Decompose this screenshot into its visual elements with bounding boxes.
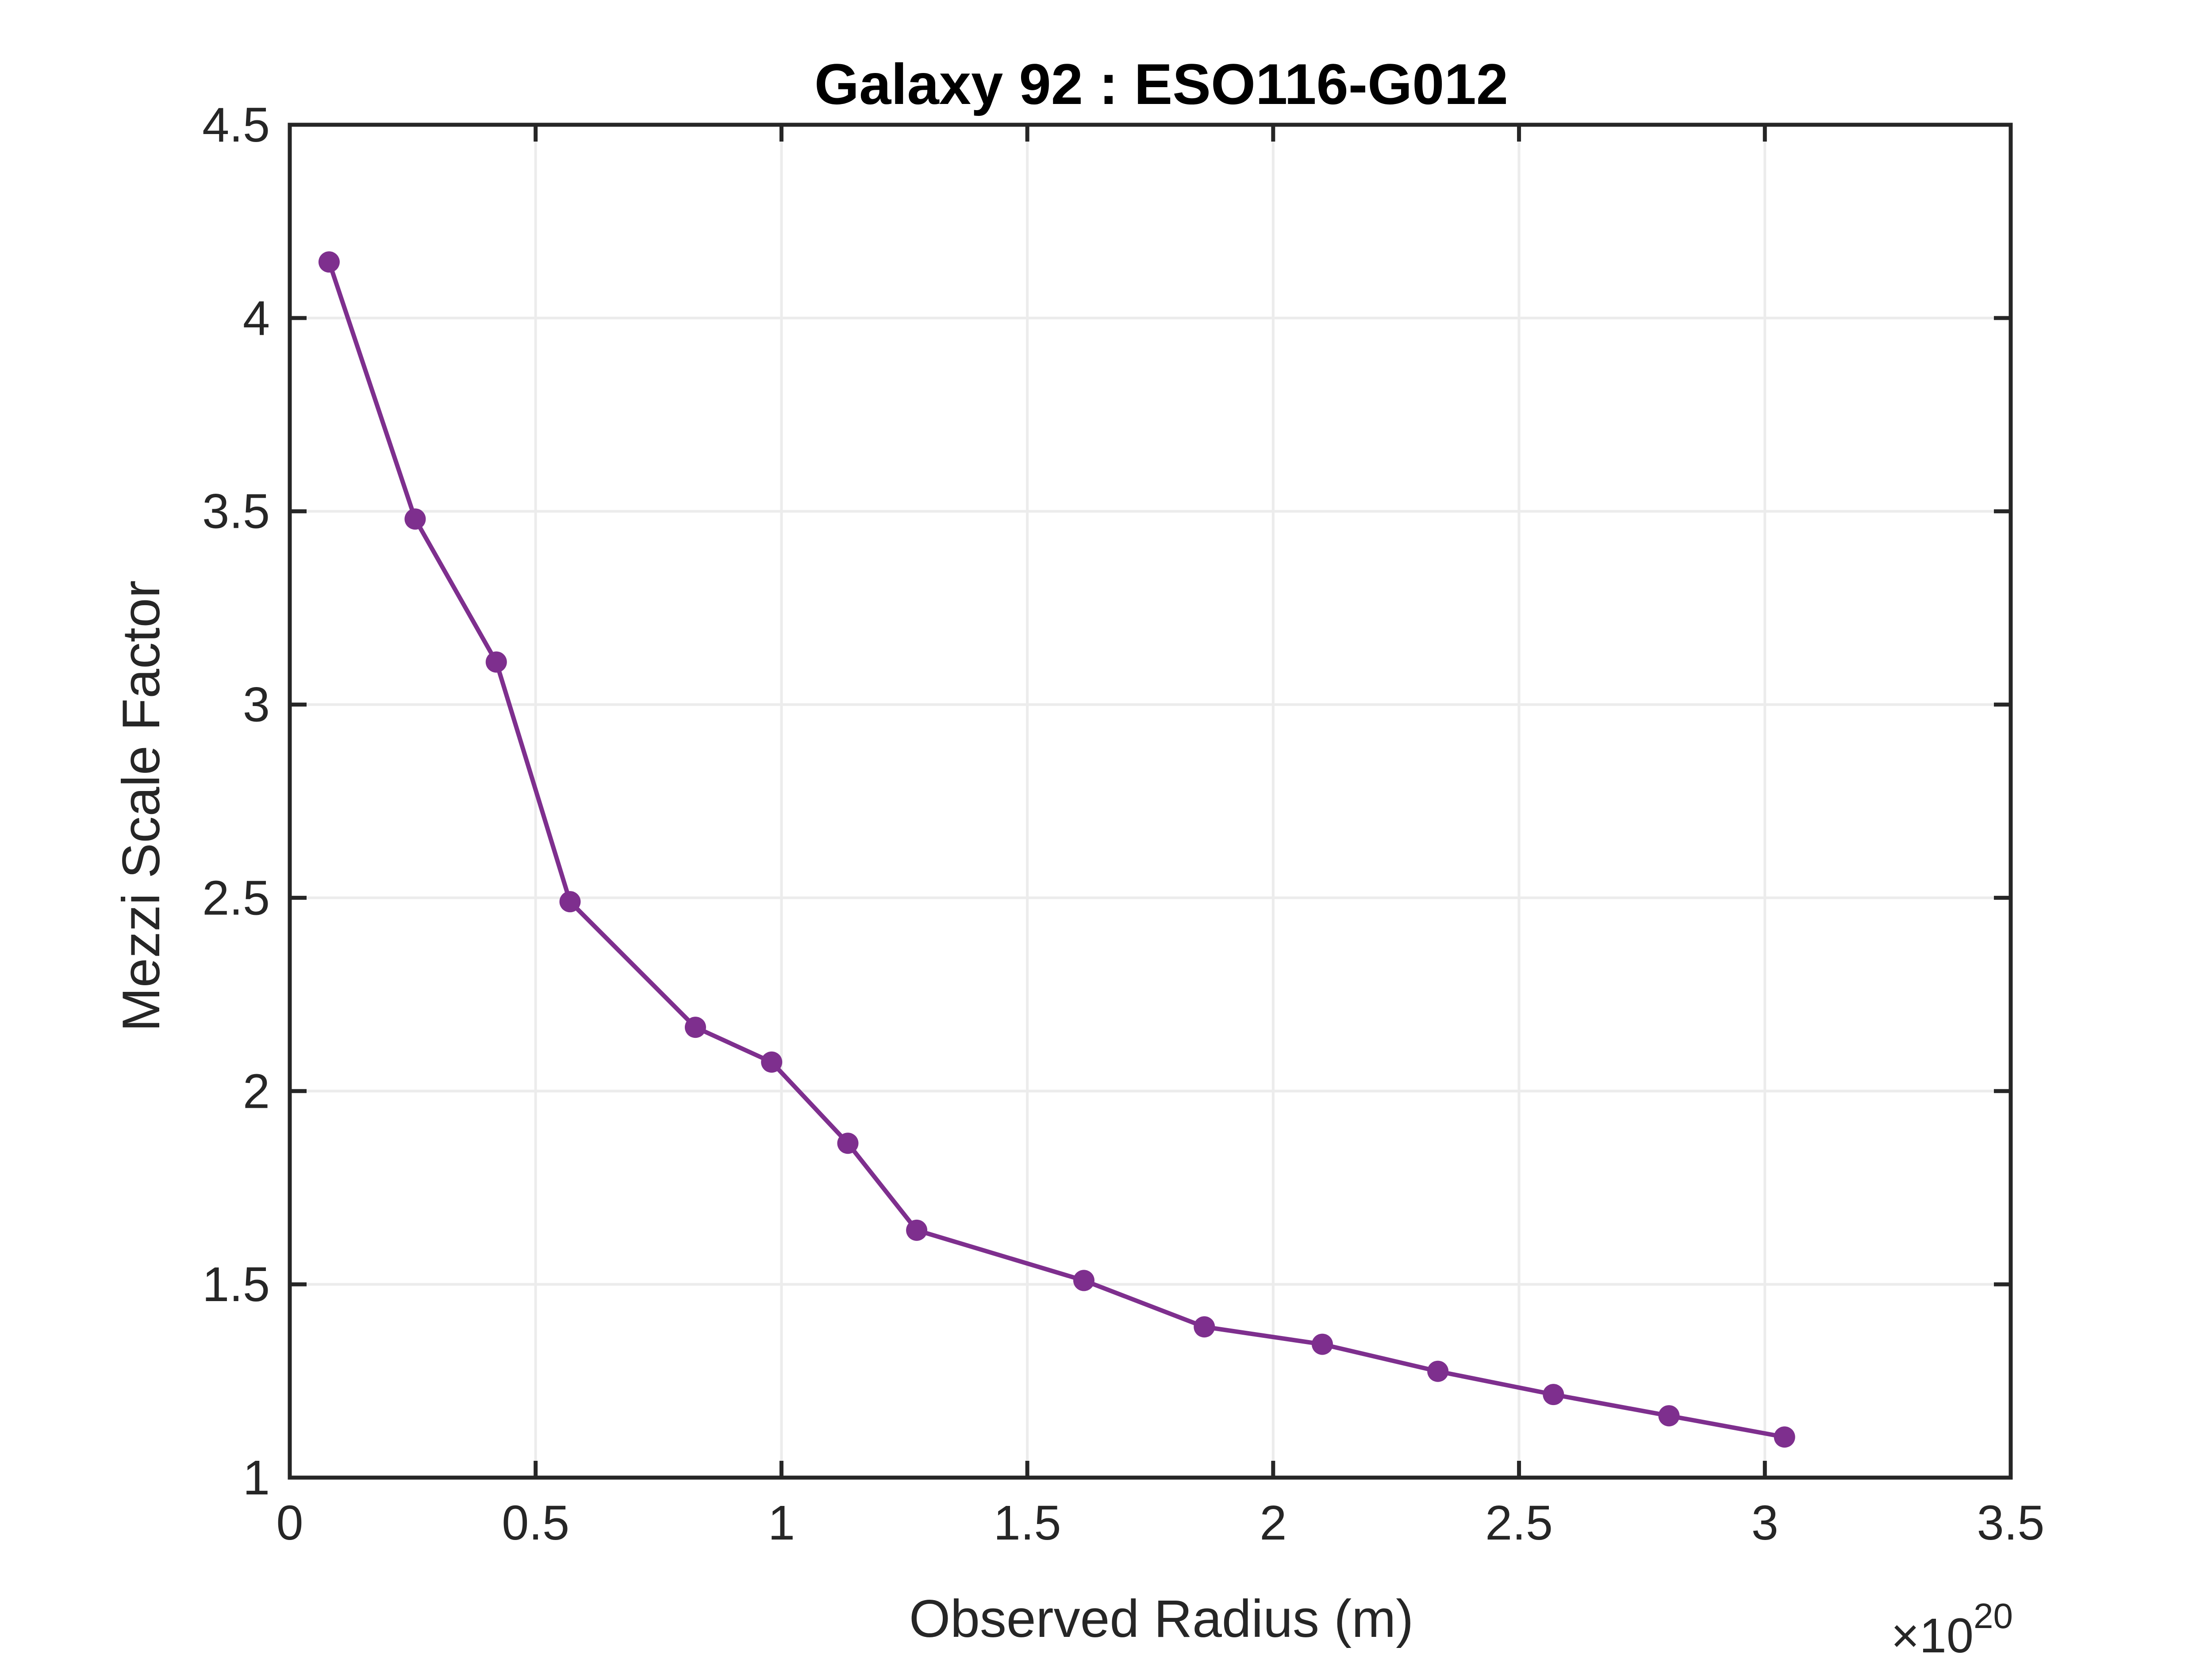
y-tick-label: 4.5 (202, 98, 270, 152)
data-point (404, 508, 426, 530)
x-axis-multiplier: ×1020 (1891, 1596, 2013, 1659)
x-tick-label: 3 (1751, 1496, 1778, 1550)
data-point (1073, 1270, 1094, 1291)
x-tick-label: 1 (768, 1496, 795, 1550)
x-tick-label: 3.5 (1977, 1496, 2045, 1550)
y-tick-label: 1 (243, 1451, 270, 1505)
y-tick-label: 2.5 (202, 871, 270, 925)
y-tick-label: 3 (243, 678, 270, 732)
data-point (837, 1133, 859, 1154)
y-tick-label: 3.5 (202, 484, 270, 539)
x-axis-multiplier-base: ×10 (1891, 1609, 1974, 1659)
x-tick-label: 2 (1260, 1496, 1286, 1550)
x-tick-label: 0 (276, 1496, 303, 1550)
data-point (761, 1051, 783, 1073)
x-axis-multiplier-exponent: 20 (1974, 1596, 2013, 1636)
data-point (485, 651, 507, 673)
data-point (1194, 1316, 1215, 1338)
data-point (1543, 1384, 1564, 1406)
y-tick-label: 2 (243, 1064, 270, 1118)
x-tick-label: 1.5 (994, 1496, 1061, 1550)
y-tick-label: 4 (243, 291, 270, 346)
y-axis-label: Mezzi Scale Factor (111, 580, 171, 1032)
plot-area-frame (288, 123, 2013, 1480)
data-point (906, 1219, 928, 1241)
data-point (1427, 1360, 1449, 1382)
data-point (1774, 1426, 1795, 1448)
x-tick-label: 0.5 (502, 1496, 569, 1550)
x-tick-label: 2.5 (1485, 1496, 1553, 1550)
ticks: 0 0.5 1 1.5 2 2.5 3 3.5 1 1.5 2 2.5 3 3.5 4 4.5 (202, 98, 2044, 1550)
data-point (684, 1017, 706, 1038)
series-layer (318, 251, 1795, 1448)
data-point (1312, 1333, 1333, 1355)
x-axis-label: Observed Radius (m) (909, 1589, 1413, 1648)
data-point (318, 251, 340, 273)
data-point (559, 891, 581, 913)
y-tick-label: 1.5 (202, 1257, 270, 1312)
chart-title: Galaxy 92 : ESO116-G012 (814, 52, 1508, 116)
grid (290, 125, 2011, 1478)
data-point (1658, 1405, 1680, 1427)
